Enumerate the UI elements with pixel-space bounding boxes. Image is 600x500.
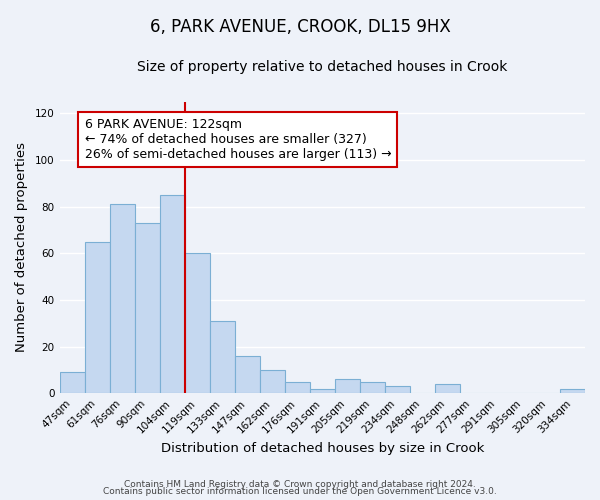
X-axis label: Distribution of detached houses by size in Crook: Distribution of detached houses by size …: [161, 442, 484, 455]
Bar: [209, 321, 235, 394]
Bar: [235, 356, 260, 394]
Text: 6, PARK AVENUE, CROOK, DL15 9HX: 6, PARK AVENUE, CROOK, DL15 9HX: [149, 18, 451, 36]
Y-axis label: Number of detached properties: Number of detached properties: [15, 142, 28, 352]
Bar: [134, 223, 160, 394]
Bar: [59, 372, 85, 394]
Bar: [335, 380, 360, 394]
Bar: [160, 195, 185, 394]
Bar: [385, 386, 410, 394]
Bar: [185, 254, 209, 394]
Text: Contains public sector information licensed under the Open Government Licence v3: Contains public sector information licen…: [103, 488, 497, 496]
Bar: [560, 388, 585, 394]
Bar: [110, 204, 134, 394]
Bar: [260, 370, 285, 394]
Bar: [435, 384, 460, 394]
Text: 6 PARK AVENUE: 122sqm
← 74% of detached houses are smaller (327)
26% of semi-det: 6 PARK AVENUE: 122sqm ← 74% of detached …: [85, 118, 391, 161]
Title: Size of property relative to detached houses in Crook: Size of property relative to detached ho…: [137, 60, 508, 74]
Bar: [285, 382, 310, 394]
Bar: [360, 382, 385, 394]
Bar: [85, 242, 110, 394]
Bar: [310, 388, 335, 394]
Text: Contains HM Land Registry data © Crown copyright and database right 2024.: Contains HM Land Registry data © Crown c…: [124, 480, 476, 489]
